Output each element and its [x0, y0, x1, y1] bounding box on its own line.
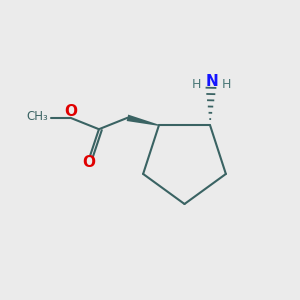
- Text: N: N: [206, 74, 218, 89]
- Text: H: H: [222, 78, 232, 91]
- Text: CH₃: CH₃: [26, 110, 48, 123]
- Polygon shape: [127, 115, 159, 126]
- Text: O: O: [82, 155, 95, 170]
- Text: H: H: [191, 78, 201, 91]
- Text: O: O: [64, 104, 77, 119]
